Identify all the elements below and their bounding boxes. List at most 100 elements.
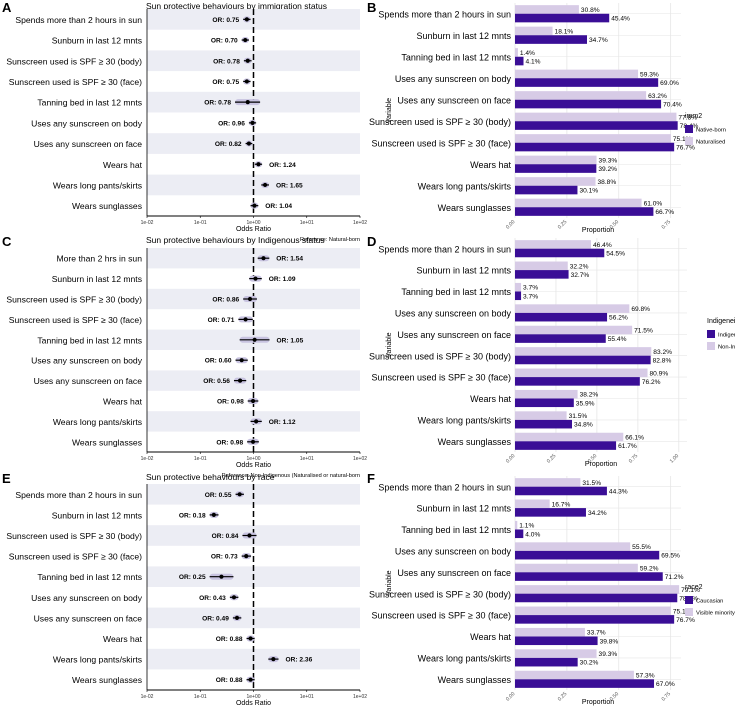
legend-title: imm2 — [685, 113, 702, 120]
or-label: OR: 0.25 — [179, 574, 206, 581]
bar-label-non-indigenous: 32.2% — [570, 263, 589, 270]
bar-label-caucasian: 76.7% — [676, 617, 695, 624]
x-tick-label: 1e+00 — [246, 456, 260, 462]
category-label-spends-more-than-2-hours-in-sun: Spends more than 2 hours in sun — [15, 490, 142, 500]
chart-title: Sun protective behaviours by immigration… — [146, 1, 327, 11]
category-label-uses-any-sunscreen-on-face: Uses any sunscreen on face — [397, 95, 511, 105]
bar-label-caucasian: 67.0% — [656, 681, 675, 688]
bar-non-indigenous — [515, 432, 624, 442]
bar-label-native-born: 30.1% — [579, 188, 598, 195]
or-label: OR: 0.56 — [203, 378, 230, 385]
bar-label-non-indigenous: 80.9% — [650, 370, 669, 377]
legend-swatch-indigenous — [707, 330, 715, 338]
category-label-sunscreen-used-is-spf-30-face: Sunscreen used is SPF ≥ 30 (face) — [9, 77, 142, 87]
bar-label-native-born: 4.1% — [526, 59, 541, 66]
x-tick-label: 1e-02 — [141, 220, 154, 226]
bar-label-caucasian: 34.2% — [588, 510, 607, 517]
category-label-tanning-bed-in-last-12-mnts: Tanning bed in last 12 mnts — [401, 525, 511, 535]
legend-label-non-indigenous: Non-Indigenous — [718, 345, 735, 351]
bar-native-born — [515, 56, 524, 66]
bar-indigenous — [515, 248, 605, 258]
panel-letter: B — [367, 0, 376, 15]
bar-label-naturalised: 38.8% — [598, 179, 617, 186]
bar-native-born — [515, 35, 588, 44]
bar-label-non-indigenous: 71.5% — [634, 328, 653, 335]
y-axis-title: Variable — [386, 332, 393, 357]
bar-label-native-born: 76.7% — [676, 145, 695, 152]
bar-indigenous — [515, 441, 617, 450]
x-tick-label: 1e+02 — [353, 694, 367, 700]
or-label: OR: 0.96 — [218, 120, 245, 127]
or-point — [250, 120, 255, 125]
x-tick-label: 1e+00 — [246, 220, 260, 226]
bar-naturalised — [515, 155, 597, 165]
bar-label-visible-minority: 33.7% — [587, 630, 606, 637]
category-label-sunscreen-used-is-spf-30-face: Sunscreen used is SPF ≥ 30 (face) — [371, 373, 511, 383]
legend-label-native-born: Native-born — [696, 128, 726, 134]
bar-label-visible-minority: 55.5% — [632, 544, 651, 551]
bar-label-naturalised: 59.3% — [640, 71, 659, 78]
bar-label-indigenous: 35.9% — [576, 400, 595, 407]
bar-naturalised — [515, 69, 639, 79]
bar-native-born — [515, 207, 654, 216]
or-point — [245, 100, 250, 105]
or-point — [231, 595, 237, 600]
x-tick-label: 0.75 — [661, 219, 672, 230]
bar-label-indigenous: 55.4% — [608, 336, 627, 343]
or-label: OR: 0.86 — [212, 297, 239, 304]
bar-label-indigenous: 32.7% — [571, 272, 590, 279]
x-tick-label: 1.00 — [669, 453, 680, 464]
panel-letter: E — [2, 471, 11, 486]
x-tick-label: 1e+02 — [353, 456, 367, 462]
bar-non-indigenous — [515, 282, 522, 292]
or-label: OR: 1.05 — [277, 337, 304, 344]
bar-label-naturalised: 63.2% — [648, 93, 667, 100]
bar-label-naturalised: 30.8% — [581, 7, 600, 14]
or-point — [239, 358, 244, 363]
reference-note: Reference: Natural-born — [300, 237, 360, 243]
category-label-wears-hat: Wears hat — [470, 394, 511, 404]
bar-label-visible-minority: 57.3% — [636, 673, 655, 680]
category-label-uses-any-sunscreen-on-face: Uses any sunscreen on face — [397, 568, 511, 578]
bar-label-native-born: 66.7% — [655, 209, 674, 216]
chart-title: Sun protective behaviours by Indigenous … — [146, 235, 325, 245]
bar-naturalised — [515, 112, 677, 122]
x-tick-label: 0.50 — [609, 691, 620, 702]
category-label-sunburn-in-last-12-mnts: Sunburn in last 12 mnts — [416, 266, 511, 276]
category-label-wears-long-pants-skirts: Wears long pants/skirts — [53, 417, 142, 427]
category-label-sunburn-in-last-12-mnts: Sunburn in last 12 mnts — [52, 36, 142, 46]
or-label: OR: 0.78 — [204, 100, 231, 107]
bar-indigenous — [515, 355, 651, 365]
category-label-spends-more-than-2-hours-in-sun: Spends more than 2 hours in sun — [15, 15, 142, 25]
bar-caucasian — [515, 679, 655, 688]
or-point — [271, 657, 276, 662]
panel-letter: A — [2, 0, 12, 15]
bar-indigenous — [515, 419, 573, 429]
or-label: OR: 0.18 — [179, 512, 206, 519]
bar-visible-minority — [515, 563, 638, 573]
or-label: OR: 0.43 — [199, 595, 226, 602]
legend-swatch-visible-minority — [685, 608, 693, 616]
bar-visible-minority — [515, 670, 634, 680]
bar-visible-minority — [515, 606, 671, 616]
bar-label-naturalised: 75.1% — [673, 136, 692, 143]
bar-label-caucasian: 69.5% — [661, 553, 680, 560]
legend-swatch-naturalised — [685, 137, 693, 145]
category-label-sunscreen-used-is-spf-30-face: Sunscreen used is SPF ≥ 30 (face) — [371, 138, 511, 148]
or-point — [252, 203, 257, 208]
x-tick-label: 1e-02 — [141, 456, 154, 462]
panel-letter: D — [367, 234, 376, 249]
category-label-uses-any-sunscreen-on-face: Uses any sunscreen on face — [34, 376, 143, 386]
category-label-wears-sunglasses: Wears sunglasses — [438, 437, 512, 447]
or-label: OR: 0.78 — [213, 58, 240, 65]
or-label: OR: 0.84 — [212, 533, 239, 540]
legend-title: race2 — [685, 584, 703, 591]
or-label: OR: 1.54 — [276, 256, 303, 263]
bar-naturalised — [515, 91, 647, 100]
category-label-wears-long-pants-skirts: Wears long pants/skirts — [418, 416, 512, 426]
category-label-uses-any-sunscreen-on-body: Uses any sunscreen on body — [31, 356, 143, 366]
or-point — [253, 276, 258, 281]
y-axis-title: Variable — [386, 98, 393, 123]
bar-indigenous — [515, 377, 640, 386]
